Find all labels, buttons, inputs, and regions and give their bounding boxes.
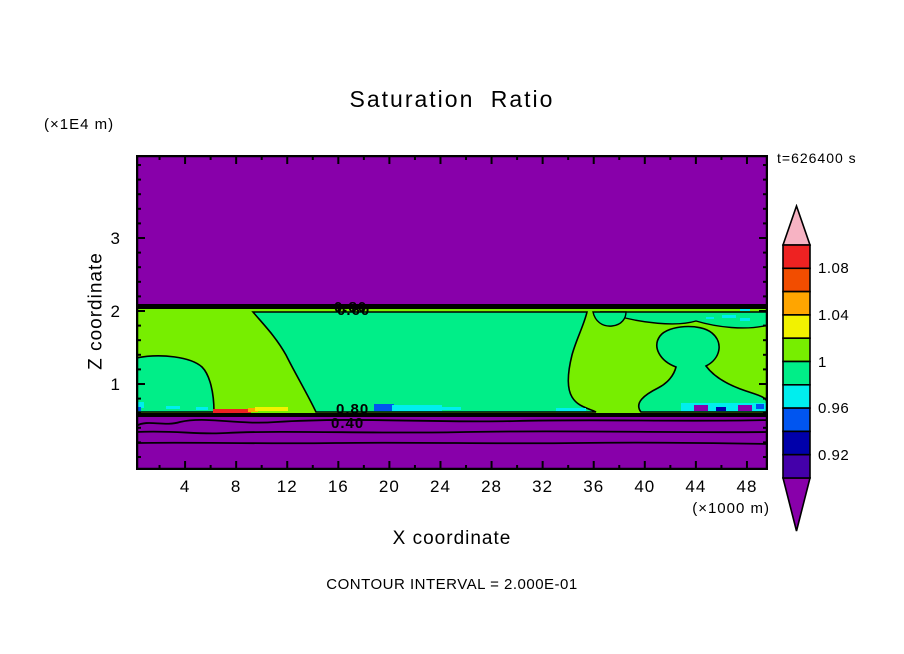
x-tick-label-20: 20 bbox=[378, 477, 400, 496]
patch-blue-left-edge bbox=[136, 407, 141, 411]
y-tick-label-1: 1 bbox=[110, 375, 120, 394]
y-axis-label: Z coordinate bbox=[85, 252, 107, 370]
patch-cyan-left-edge bbox=[136, 402, 144, 408]
plot-svg bbox=[136, 155, 768, 470]
x-tick-label-16: 16 bbox=[327, 477, 349, 496]
x-tick-label-12: 12 bbox=[276, 477, 298, 496]
patch-blue-right bbox=[756, 404, 764, 409]
x-tick-label-4: 4 bbox=[179, 477, 191, 496]
contour-interval-label: CONTOUR INTERVAL = 2.000E-01 bbox=[326, 576, 578, 593]
x-tick-label-44: 44 bbox=[685, 477, 707, 496]
region-spring-green-mushroom bbox=[637, 325, 768, 413]
patch-purple-blob-b bbox=[738, 405, 752, 411]
x-tick-label-28: 28 bbox=[481, 477, 502, 496]
strip-yellow bbox=[255, 407, 288, 411]
contour-line-lower-3 bbox=[136, 441, 768, 445]
patch-cyan-dash-2 bbox=[740, 318, 750, 321]
y-axis-unit-label: (×1E4 m) bbox=[44, 116, 115, 133]
patch-cyan-mid bbox=[392, 405, 442, 411]
x-axis-unit-label: (×1000 m) bbox=[692, 500, 770, 517]
region-spring-green-hook bbox=[592, 311, 627, 327]
plot-frame bbox=[136, 155, 768, 470]
page-title: Saturation Ratio bbox=[349, 86, 555, 112]
y-tick-label-3: 3 bbox=[110, 229, 120, 248]
region-spring-green-central bbox=[251, 311, 597, 413]
colorbar-segment-0.94–0.96 bbox=[782, 407, 811, 433]
time-label: t=626400 s bbox=[777, 150, 857, 166]
x-tick-label-40: 40 bbox=[634, 477, 656, 496]
patch-cyan-b bbox=[196, 407, 208, 410]
x-tick-label-32: 32 bbox=[532, 477, 554, 496]
y-tick-label-2: 2 bbox=[110, 302, 120, 321]
patch-cyan-dash-3 bbox=[706, 317, 714, 319]
colorbar-segment-1.00–1.02 bbox=[782, 337, 811, 363]
x-tick-label-8: 8 bbox=[230, 477, 242, 496]
patch-purple-blob-a bbox=[694, 405, 708, 411]
colorbar-segment-1.04–1.06 bbox=[782, 290, 811, 316]
patch-cyan-mid2 bbox=[441, 407, 461, 410]
colorbar-arrow-above-max bbox=[781, 204, 812, 246]
contour-line-cloud-top-thick bbox=[136, 304, 768, 309]
x-axis-label: X coordinate bbox=[392, 528, 512, 549]
patch-cyan-dash-4 bbox=[740, 308, 750, 311]
x-tick-label-36: 36 bbox=[583, 477, 605, 496]
contour-label-top-080: 0.80 bbox=[334, 299, 368, 316]
strip-red bbox=[213, 409, 251, 413]
colorbar-arrow-below-min bbox=[781, 477, 812, 532]
colorbar-segment-0.92–0.94 bbox=[782, 430, 811, 456]
x-tick-label-24: 24 bbox=[430, 477, 451, 496]
strip-orange bbox=[248, 408, 258, 412]
colorbar-label-0.92: 0.92 bbox=[818, 446, 850, 464]
contour-line-cloud-base-thick bbox=[136, 413, 768, 417]
patch-cyan-c bbox=[556, 408, 586, 411]
contour-label-top-060: 0.60 bbox=[337, 302, 371, 319]
colorbar-label-1.08: 1.08 bbox=[818, 260, 850, 278]
patch-navy-right bbox=[716, 407, 726, 411]
patch-cyan-dash-1 bbox=[722, 315, 736, 318]
colorbar-label-0.96: 0.96 bbox=[818, 400, 850, 418]
colorbar-segment-1.06–1.08 bbox=[782, 267, 811, 293]
colorbar-segment-0.90–0.92 bbox=[782, 453, 811, 479]
colorbar-segment-1.08–1.10 bbox=[782, 244, 811, 270]
colorbar-segment-1.02–1.04 bbox=[782, 314, 811, 340]
colorbar-svg bbox=[781, 204, 812, 532]
region-spring-green-bottom-left bbox=[136, 355, 215, 413]
patch-cyan-a bbox=[166, 406, 180, 409]
colorbar-segment-0.98–1.00 bbox=[782, 360, 811, 386]
contour-label-base-040: 0.40 bbox=[331, 415, 365, 432]
contour-label-base-080: 0.80 bbox=[336, 401, 370, 418]
colorbar-label-1: 1 bbox=[818, 353, 827, 371]
x-tick-label-48: 48 bbox=[736, 477, 758, 496]
colorbar-label-1.04: 1.04 bbox=[818, 306, 850, 324]
contour-line-lower-1 bbox=[136, 419, 768, 427]
colorbar-segment-0.96–0.98 bbox=[782, 384, 811, 409]
contour-line-lower-2 bbox=[136, 430, 768, 435]
patch-blue-mid bbox=[374, 404, 394, 411]
